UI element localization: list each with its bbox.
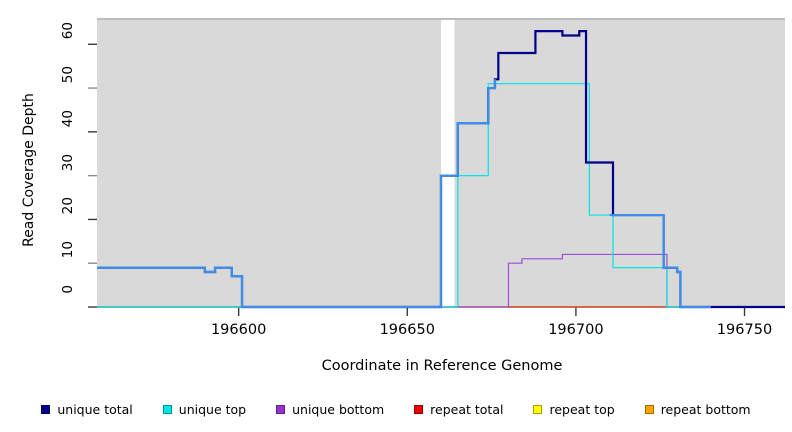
legend-label: unique top (178, 401, 247, 417)
legend-label: repeat total (430, 401, 504, 417)
y-tick-label-50: 50 (60, 66, 76, 84)
y-tick-label-40: 40 (60, 109, 76, 128)
legend-item-repeat-bottom[interactable]: repeat bottom (644, 401, 751, 417)
panel-top-edge (97, 18, 785, 20)
no-data-gap-band (441, 18, 455, 307)
legend-label: unique bottom (292, 401, 385, 417)
series-line-unique-total-bright-0 (97, 79, 497, 309)
x-tick-label-196700: 196700 (548, 322, 604, 338)
legend-swatch-icon (41, 404, 51, 414)
legend-swatch-icon (644, 404, 654, 414)
series-line-unique-total-bright-1 (609, 213, 711, 309)
y-tick-label-holder: 0 (48, 285, 88, 317)
y-tick-label-holder: 40 (48, 110, 88, 142)
series-line-unique-bottom (97, 253, 785, 308)
legend-label: unique total (57, 401, 133, 417)
legend-item-unique-total[interactable]: unique total (41, 401, 133, 417)
chart-legend: unique total unique top unique bottom repea… (0, 398, 792, 420)
legend-label: repeat bottom (660, 401, 751, 417)
y-tick-label-10: 10 (60, 241, 76, 259)
x-axis-title: Coordinate in Reference Genome (321, 358, 563, 374)
y-tick-label-holder: 50 (48, 66, 88, 98)
legend-swatch-icon (533, 404, 543, 414)
y-tick-label-holder: 10 (48, 241, 88, 273)
y-tick-label-20: 20 (60, 197, 76, 215)
legend-swatch-icon (162, 404, 172, 414)
y-tick-label-0: 0 (60, 285, 76, 294)
y-tick-label-30: 30 (60, 153, 76, 171)
x-tick-label-196750: 196750 (716, 322, 773, 338)
x-tick-label-196650: 196650 (379, 322, 435, 338)
y-tick-label-60: 60 (60, 22, 76, 40)
legend-item-repeat-top[interactable]: repeat top (533, 401, 615, 417)
x-tick-label-196600: 196600 (210, 322, 267, 338)
legend-label: repeat top (549, 401, 615, 417)
legend-swatch-icon (276, 404, 286, 414)
legend-swatch-icon (414, 404, 424, 414)
y-tick-label-holder: 30 (48, 154, 88, 186)
y-tick-label-holder: 20 (48, 197, 88, 229)
y-tick-label-holder: 60 (48, 22, 88, 54)
legend-item-unique-top[interactable]: unique top (162, 401, 247, 417)
legend-item-repeat-total[interactable]: repeat total (414, 402, 503, 417)
legend-item-unique-bottom[interactable]: unique bottom (276, 402, 384, 417)
